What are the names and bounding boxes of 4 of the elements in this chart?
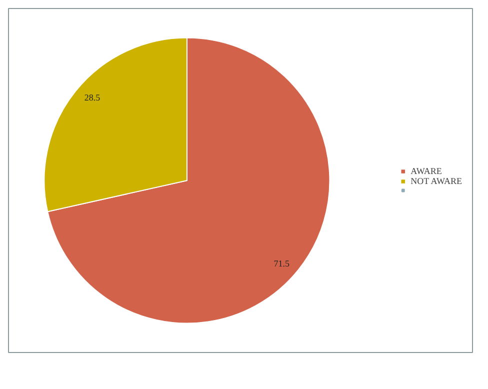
data-label: 71.5 bbox=[274, 258, 290, 269]
legend-label: NOT AWARE bbox=[410, 176, 462, 186]
data-label: 28.5 bbox=[84, 92, 101, 102]
legend-label: AWARE bbox=[410, 166, 442, 176]
